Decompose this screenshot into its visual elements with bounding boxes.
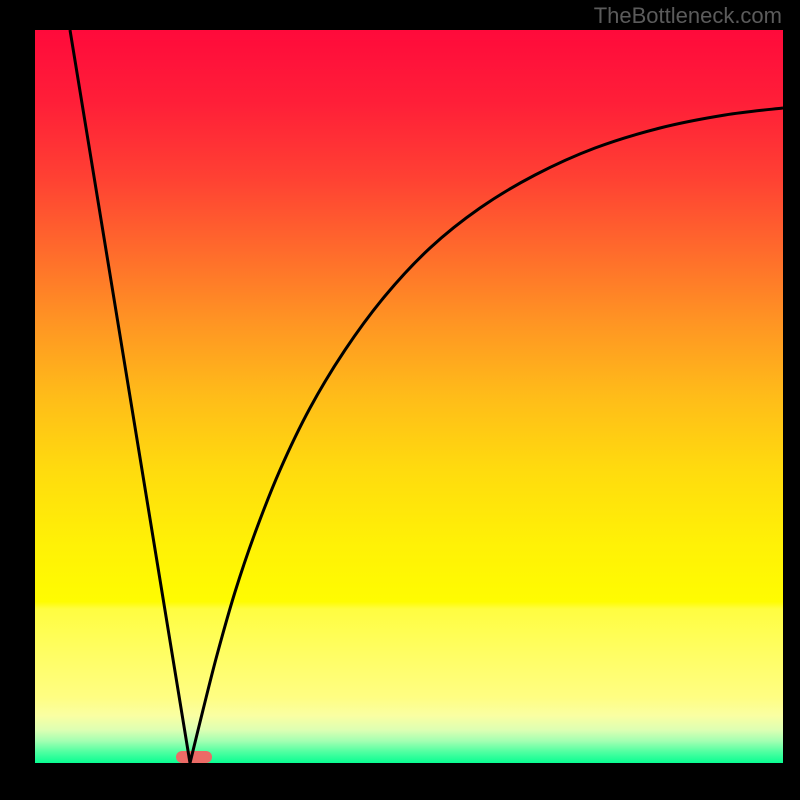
plot-area — [35, 30, 783, 763]
curve-path — [70, 30, 783, 763]
bottleneck-curve — [35, 30, 783, 763]
watermark-text: TheBottleneck.com — [594, 3, 782, 29]
chart-frame: TheBottleneck.com — [0, 0, 800, 800]
